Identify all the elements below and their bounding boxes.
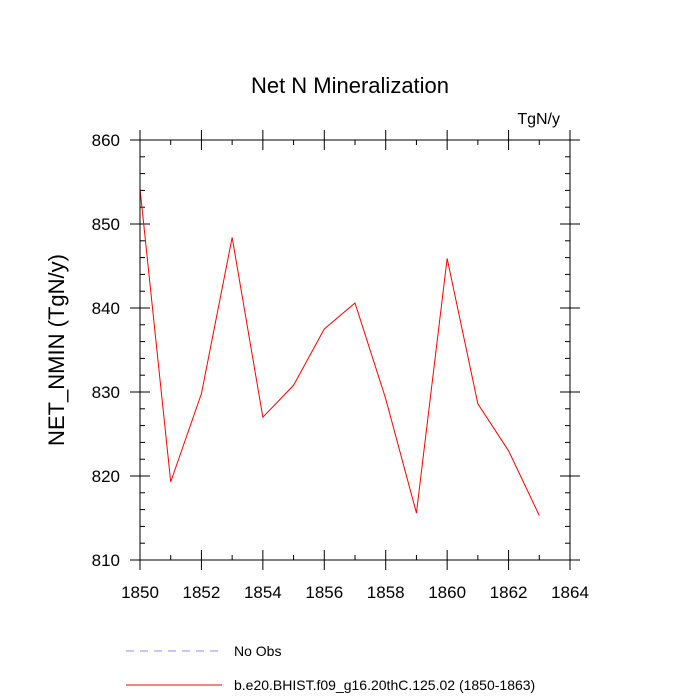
y-tick-label: 830 (92, 383, 120, 402)
y-tick-label: 820 (92, 467, 120, 486)
x-tick-label: 1860 (428, 583, 466, 602)
legend: No Obs b.e20.BHIST.f09_g16.20thC.125.02 … (126, 643, 535, 693)
chart-title: Net N Mineralization (251, 73, 449, 98)
series-line-0 (139, 188, 540, 516)
plot-frame (139, 139, 571, 561)
units-label: TgN/y (517, 111, 560, 128)
x-tick-label: 1850 (121, 583, 159, 602)
legend-label-no-obs: No Obs (234, 643, 281, 659)
x-tick-label: 1856 (305, 583, 343, 602)
x-tick-label: 1858 (367, 583, 405, 602)
series-layer (139, 188, 540, 516)
y-axis-label: NET_NMIN (TgN/y) (44, 254, 69, 446)
tick-labels: 1850 1852 1854 1856 1858 1860 1862 1864 810 820 83… (92, 131, 589, 602)
y-tick-label: 810 (92, 551, 120, 570)
x-tick-label: 1854 (244, 583, 282, 602)
legend-label-model: b.e20.BHIST.f09_g16.20thC.125.02 (1850-1… (234, 677, 535, 693)
x-tick-label: 1862 (490, 583, 528, 602)
y-tick-label: 840 (92, 299, 120, 318)
x-tick-label: 1852 (183, 583, 221, 602)
ticks-layer (130, 130, 580, 570)
y-tick-label: 860 (92, 131, 120, 150)
y-tick-label: 850 (92, 215, 120, 234)
x-tick-label: 1864 (551, 583, 589, 602)
